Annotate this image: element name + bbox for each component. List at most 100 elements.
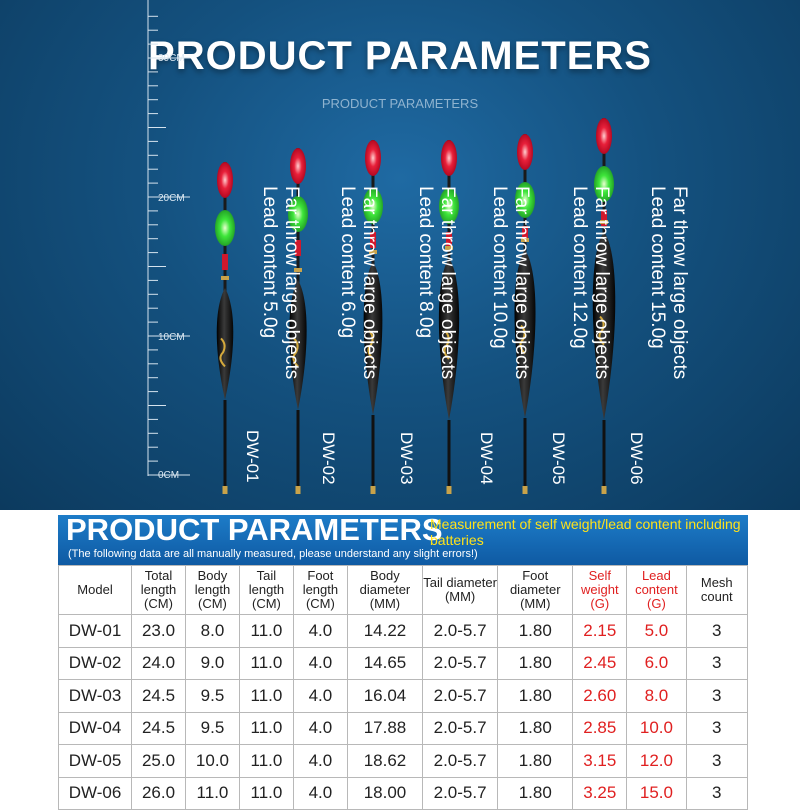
gold-pattern: [598, 315, 605, 346]
table-cell: 25.0: [131, 744, 186, 778]
gold-ring: [445, 246, 453, 250]
table-cell: 11.0: [238, 679, 294, 713]
table-cell: 2.0-5.7: [422, 646, 499, 680]
table-cell: 9.5: [184, 679, 240, 713]
table-cell: 2.60: [572, 679, 628, 713]
foot-tip: [370, 486, 376, 494]
gold-ring: [294, 268, 302, 272]
table-banner: [58, 515, 748, 565]
ruler-mark-30: 30CM: [158, 53, 185, 64]
float-foot: [296, 410, 300, 488]
table-cell: 1.80: [497, 646, 574, 680]
parameters-table: Model Total length (CM) Body length (CM)…: [57, 565, 749, 810]
gold-pattern: [519, 324, 526, 355]
table-cell: 3: [685, 646, 749, 680]
float-5-description: Far throw large objects Lead content 12.0…: [569, 186, 612, 380]
table-cell: 26.0: [131, 776, 186, 810]
red-marker: [601, 210, 607, 226]
page-subtitle: PRODUCT PARAMETERS: [321, 96, 479, 111]
float-4-description: Far throw large objects Lead content 10.0…: [489, 186, 532, 380]
green-light-icon: [288, 196, 308, 232]
table-cell: 3.15: [572, 744, 628, 778]
red-marker: [446, 232, 452, 248]
table-cell: 11.0: [238, 711, 294, 745]
table-cell: 4.0: [292, 614, 348, 648]
table-cell: 17.88: [346, 711, 424, 745]
table-cell: DW-05: [57, 744, 133, 778]
red-marker: [295, 240, 301, 256]
table-cell: 2.0-5.7: [422, 776, 499, 810]
table-cell: DW-01: [57, 614, 133, 648]
float-5-model: DW-05: [549, 432, 568, 485]
table-cell: 1.80: [497, 776, 574, 810]
table-cell: 4.0: [292, 679, 348, 713]
table-cell: 11.0: [238, 776, 294, 810]
float-6-description: Far throw large objects Lead content 15.0…: [647, 186, 690, 380]
table-cell: DW-06: [57, 776, 133, 810]
table-cell: 24.0: [131, 646, 186, 680]
green-light-icon: [215, 210, 235, 246]
gold-ring: [521, 238, 529, 242]
header-self-weight: Self weight (G): [572, 565, 628, 615]
float-1-description: Far throw large objects Lead content 5.0g: [259, 186, 302, 380]
red-marker: [222, 254, 228, 270]
table-cell: 14.22: [346, 614, 424, 648]
table-row: DW-02 24.0 9.0 11.0 4.0 14.65 2.0-5.7 1.80 2.45 6…: [57, 646, 749, 680]
header-body-length: Body length (CM): [184, 565, 240, 615]
table-cell: 6.0: [626, 646, 687, 680]
foot-tip: [522, 486, 528, 494]
header-foot-length: Foot length (CM): [292, 565, 348, 615]
header-foot-diameter: Foot diameter (MM): [497, 565, 574, 615]
red-light-icon: [441, 140, 457, 176]
foot-tip: [446, 486, 452, 494]
table-cell: 5.0: [626, 614, 687, 648]
foot-tip: [295, 486, 301, 494]
table-cell: 3: [685, 614, 749, 648]
red-marker: [522, 226, 528, 242]
table-cell: 4.0: [292, 646, 348, 680]
table-cell: 3: [685, 744, 749, 778]
red-light-icon: [517, 134, 533, 170]
table-cell: 3: [685, 776, 749, 810]
table-cell: 2.45: [572, 646, 628, 680]
gold-pattern: [292, 337, 299, 368]
header-lead-content: Lead content (G): [626, 565, 687, 615]
float-foot: [223, 400, 227, 488]
table-cell: 11.0: [238, 646, 294, 680]
header-body-diameter: Body diameter (MM): [346, 565, 424, 615]
foot-tip: [601, 486, 607, 494]
table-cell: 1.80: [497, 744, 574, 778]
table-title: PRODUCT PARAMETERS: [66, 512, 443, 547]
float-foot: [371, 415, 375, 488]
float-2-model: DW-02: [319, 432, 338, 485]
red-light-icon: [290, 148, 306, 184]
table-cell: 16.04: [346, 679, 424, 713]
gold-pattern: [443, 330, 450, 360]
header-total-length: Total length (CM): [131, 565, 186, 615]
table-cell: 11.0: [184, 776, 240, 810]
hero-section: PRODUCT PARAMETERS PRODUCT PARAMETERS 30…: [0, 0, 800, 510]
green-light-icon: [515, 182, 535, 218]
table-row: DW-06 26.0 11.0 11.0 4.0 18.00 2.0-5.7 1.80 3.25…: [57, 776, 749, 810]
float-6-model: DW-06: [627, 432, 646, 485]
header-mesh-count: Mesh count: [685, 565, 749, 615]
float-foot: [447, 420, 451, 488]
table-row: DW-05 25.0 10.0 11.0 4.0 18.62 2.0-5.7 1.80 3.15…: [57, 744, 749, 778]
red-light-icon: [365, 140, 381, 176]
table-cell: 8.0: [626, 679, 687, 713]
table-cell: 3: [685, 679, 749, 713]
table-cell: 18.00: [346, 776, 424, 810]
ruler-mark-0: 0CM: [158, 470, 180, 481]
header-model: Model: [57, 565, 133, 615]
table-row: DW-01 23.0 8.0 11.0 4.0 14.22 2.0-5.7 1.80 2.15 5…: [57, 614, 749, 648]
green-light-icon: [439, 188, 459, 224]
table-cell: 1.80: [497, 711, 574, 745]
ruler: [147, 0, 190, 476]
red-light-icon: [596, 118, 612, 154]
table-cell: 9.5: [184, 711, 240, 745]
disclaimer-text: (The following data are all manually mea…: [68, 548, 478, 560]
table-cell: 2.0-5.7: [422, 614, 499, 648]
ruler-mark-10: 10CM: [158, 332, 185, 343]
table-cell: 23.0: [131, 614, 186, 648]
table-cell: DW-03: [57, 679, 133, 713]
